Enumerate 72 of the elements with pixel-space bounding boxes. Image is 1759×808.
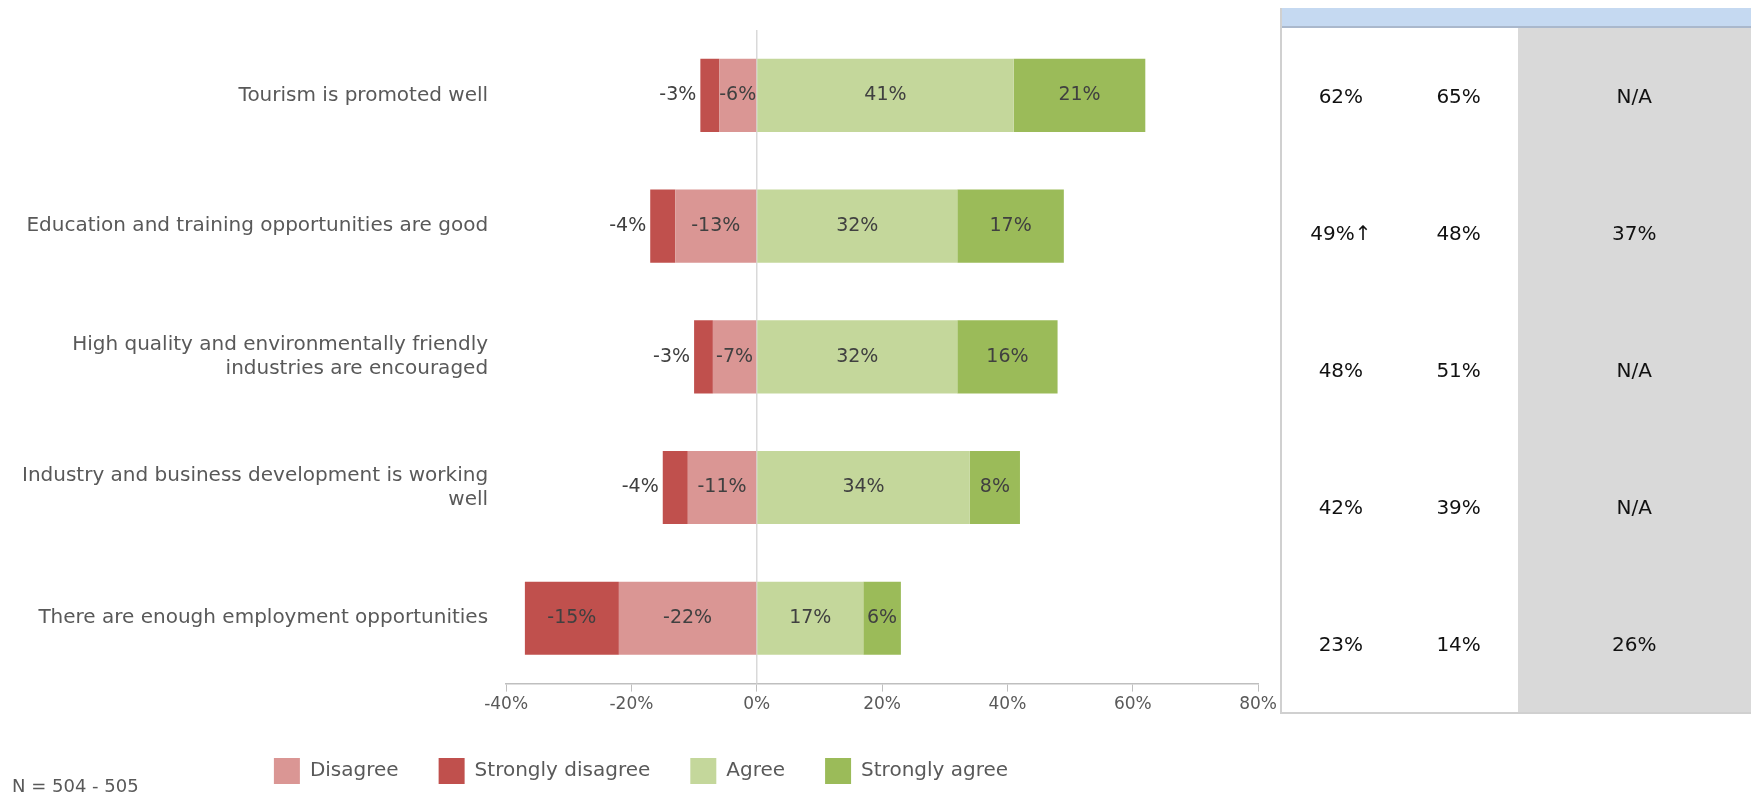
bar <box>694 320 713 394</box>
y-tick-label: There are enough employment opportunities <box>37 604 489 629</box>
legend-label: Strongly agree <box>861 757 1009 782</box>
data-label: -3% <box>653 343 691 366</box>
data-label: 34% <box>842 474 885 497</box>
x-tick-label: 0% <box>743 693 771 714</box>
bar <box>969 450 1020 525</box>
bar <box>757 58 1014 132</box>
text: N/A <box>1615 84 1653 109</box>
bar <box>687 450 757 525</box>
bar <box>662 450 688 525</box>
bar <box>675 189 757 263</box>
text: 65% <box>1435 84 1482 109</box>
data-label: -4% <box>609 213 647 236</box>
data-label: 21% <box>1058 82 1101 105</box>
data-label: -3% <box>659 82 697 105</box>
y-tick-label: Industry and business development is working well <box>21 461 489 510</box>
data-label: -13% <box>691 213 741 236</box>
x-tick-label: 80% <box>1239 693 1278 714</box>
bar <box>719 58 757 132</box>
data-label: -11% <box>697 474 747 497</box>
y-tick-label: Tourism is promoted well <box>237 81 489 106</box>
x-tick-label: 60% <box>1113 693 1152 714</box>
text: 51% <box>1435 357 1482 382</box>
x-tick-label: 20% <box>863 693 901 714</box>
data-label: 16% <box>986 343 1029 366</box>
data-label: 32% <box>836 343 879 366</box>
data-label: 41% <box>864 82 907 105</box>
text: 62% <box>1317 84 1365 109</box>
text: 48% <box>1435 221 1482 246</box>
text: 26% <box>1611 631 1658 656</box>
text: N/A <box>1615 357 1653 382</box>
bar <box>1013 58 1146 132</box>
bar <box>757 450 970 525</box>
bar <box>757 189 958 263</box>
bar <box>757 581 864 655</box>
bar <box>757 320 958 394</box>
text: N/A <box>1615 494 1653 519</box>
text: 49%↑ <box>1309 221 1373 246</box>
data-label: 32% <box>836 213 879 236</box>
data-label: 6% <box>867 605 898 628</box>
text: 48% <box>1317 357 1365 382</box>
bar <box>700 58 720 132</box>
bar <box>957 320 1058 394</box>
y-tick-label: Education and training opportunities are good <box>26 212 489 237</box>
bar <box>957 189 1064 263</box>
text: 39% <box>1435 494 1482 519</box>
data-label: 17% <box>989 213 1032 236</box>
data-label: 8% <box>979 474 1010 497</box>
data-label: 17% <box>789 605 832 628</box>
data-label: -15% <box>547 605 597 628</box>
data-label: -22% <box>663 605 713 628</box>
bar <box>712 320 757 394</box>
data-label: -4% <box>621 474 659 497</box>
text: 37% <box>1611 221 1658 246</box>
text: 42% <box>1317 494 1365 519</box>
text: 14% <box>1435 631 1482 656</box>
text: N = 504 - 505 <box>12 774 139 796</box>
x-tick-label: 40% <box>988 693 1027 714</box>
data-label: -6% <box>719 82 757 105</box>
bar <box>524 581 619 655</box>
x-tick-label: -40% <box>484 693 529 714</box>
bar <box>650 189 676 263</box>
y-tick-label: High quality and environmentally friendly industries are encouraged <box>72 331 489 379</box>
legend-label: Agree <box>726 757 786 782</box>
bar <box>618 581 757 655</box>
x-tick-label: -20% <box>609 693 654 714</box>
legend-label: Strongly disagree <box>474 757 651 782</box>
bar <box>863 581 901 655</box>
legend-label: Disagree <box>309 757 399 782</box>
text: 23% <box>1317 631 1365 656</box>
data-label: -7% <box>716 343 754 366</box>
